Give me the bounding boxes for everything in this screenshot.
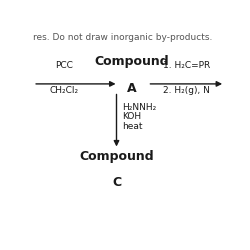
- Text: A: A: [127, 82, 137, 95]
- Text: heat: heat: [122, 122, 143, 131]
- Text: CH₂Cl₂: CH₂Cl₂: [50, 86, 79, 95]
- Text: C: C: [112, 176, 121, 189]
- Text: res. Do not draw inorganic by-products.: res. Do not draw inorganic by-products.: [33, 33, 212, 42]
- Text: Compound: Compound: [79, 150, 154, 163]
- Text: Compound: Compound: [95, 56, 169, 68]
- Text: KOH: KOH: [122, 112, 142, 121]
- Text: PCC: PCC: [55, 62, 73, 70]
- Text: 2. H₂(g), N: 2. H₂(g), N: [163, 86, 210, 95]
- Text: H₂NNH₂: H₂NNH₂: [122, 102, 156, 112]
- Text: 1. H₂C=PR: 1. H₂C=PR: [162, 62, 210, 70]
